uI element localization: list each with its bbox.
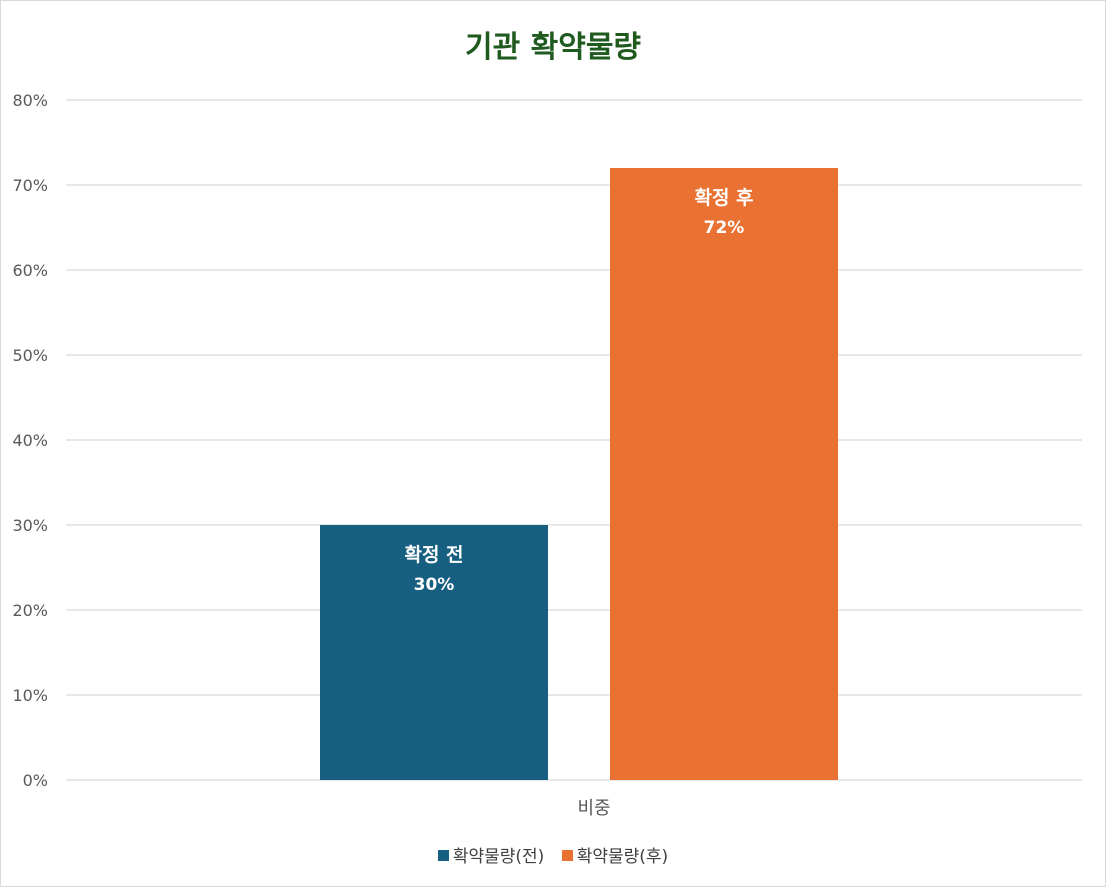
y-tick-label: 10%	[12, 686, 48, 705]
bar-before	[320, 525, 548, 780]
legend-swatch-before	[437, 850, 449, 861]
bar-after	[610, 168, 838, 780]
legend-swatch-after	[561, 850, 573, 861]
legend-label-after: 확약물량(후)	[576, 847, 669, 867]
y-tick-label: 20%	[12, 601, 48, 620]
y-tick-label: 80%	[12, 91, 48, 110]
y-tick-label: 70%	[12, 176, 48, 195]
y-tick-label: 50%	[12, 346, 48, 365]
legend-item-before: 확약물량(전)	[437, 842, 545, 867]
legend-item-after: 확약물량(후)	[561, 842, 669, 867]
bar-label-value: 72%	[704, 218, 745, 238]
y-tick-label: 0%	[23, 771, 48, 790]
y-tick-label: 30%	[12, 516, 48, 535]
bar-label-title: 확정 전	[404, 543, 463, 566]
chart-legend: 확약물량(전) 확약물량(후)	[0, 842, 1106, 867]
y-tick-label: 60%	[12, 261, 48, 280]
chart-title: 기관 확약물량	[464, 30, 642, 65]
legend-label-before: 확약물량(전)	[452, 847, 545, 867]
bar-label-value: 30%	[414, 575, 455, 595]
bar-label-title: 확정 후	[694, 186, 753, 209]
x-category-label: 비중	[577, 798, 610, 819]
y-tick-label: 40%	[12, 431, 48, 450]
